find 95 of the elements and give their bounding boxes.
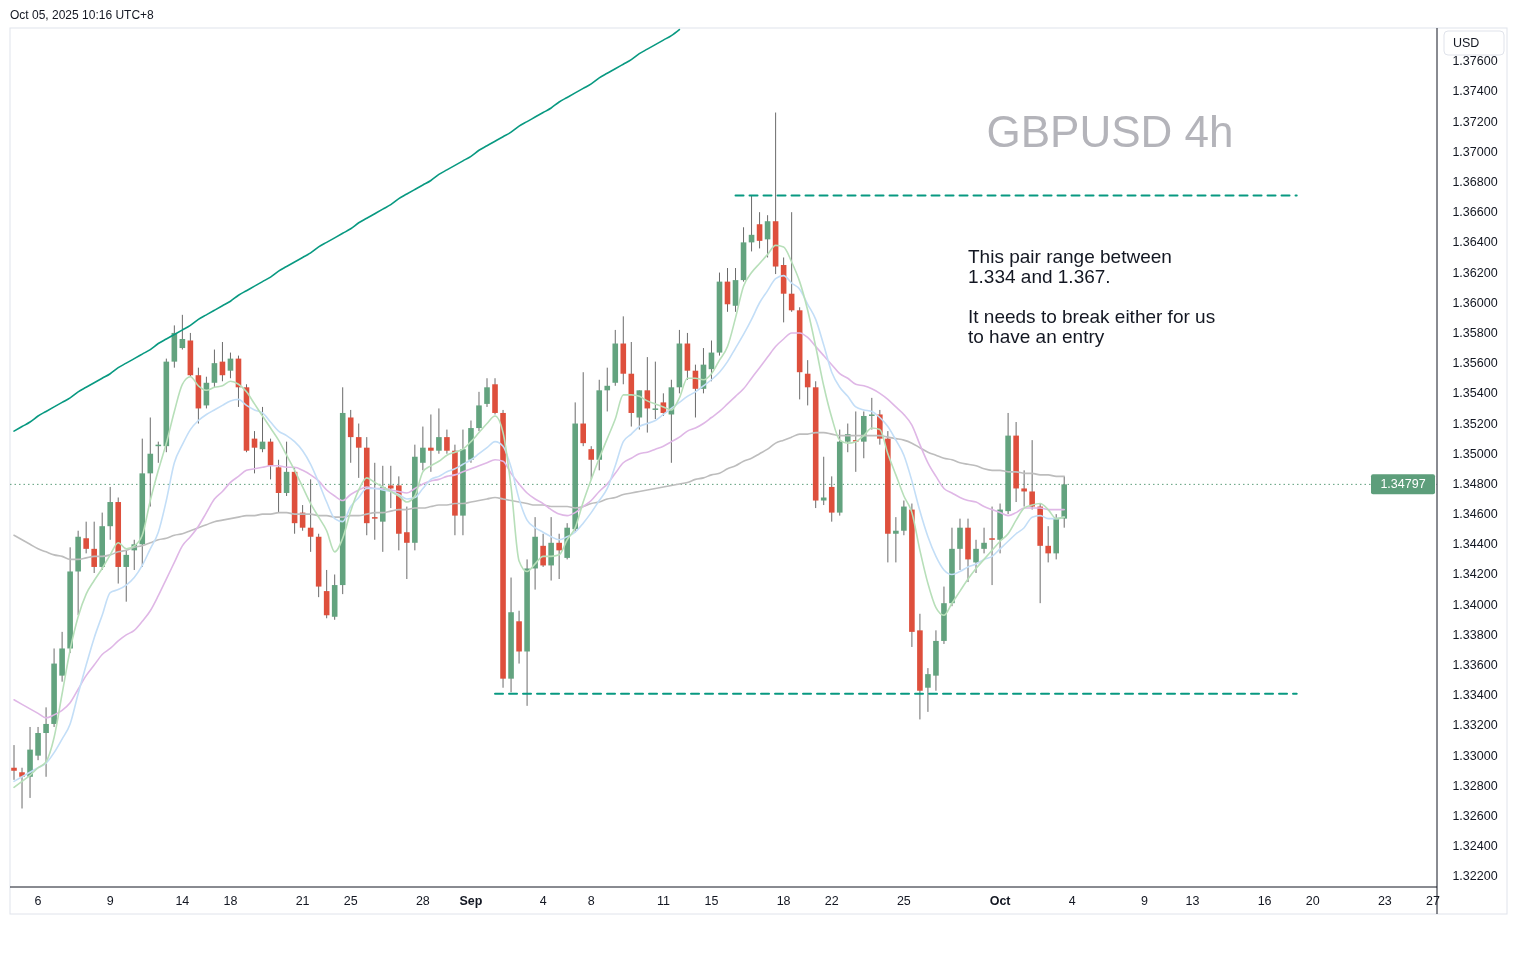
y-tick-label: 1.35800	[1452, 325, 1498, 340]
candlestick	[91, 521, 97, 574]
y-tick-label: 1.36200	[1452, 265, 1498, 280]
text: GBPUSD 4h	[986, 106, 1234, 156]
y-tick-label: 1.34200	[1452, 567, 1498, 582]
candlestick	[548, 516, 554, 582]
candlestick	[925, 667, 931, 713]
y-tick-label: 1.35000	[1452, 446, 1498, 461]
text: Oct 05, 2025 10:16 UTC+8	[10, 8, 155, 22]
candlestick	[580, 371, 587, 447]
candlestick	[981, 527, 987, 554]
x-tick-label: 11	[656, 894, 670, 908]
y-tick-label: 1.33600	[1452, 658, 1498, 673]
y-tick-label: 1.35400	[1452, 386, 1498, 401]
y-tick-label: 1.32400	[1452, 839, 1498, 854]
y-tick-label: 1.34000	[1452, 597, 1498, 612]
y-tick-label: 1.37000	[1452, 144, 1498, 159]
x-tick-label: 25	[343, 894, 358, 908]
candlestick	[35, 726, 41, 761]
candlestick	[444, 429, 450, 455]
x-tick-label: 28	[415, 894, 430, 908]
line-series	[13, 28, 681, 432]
candlestick	[347, 409, 354, 464]
x-tick-label: 20	[1305, 894, 1320, 908]
candlestick	[756, 211, 763, 249]
x-tick-label: 21	[295, 894, 310, 908]
x-tick-label: 25	[896, 894, 911, 908]
y-tick-label: 1.36600	[1452, 205, 1498, 220]
candlestick	[388, 465, 394, 509]
candlestick	[83, 521, 89, 554]
x-tick-label: 13	[1185, 894, 1200, 908]
candlestick	[404, 506, 410, 580]
x-tick-label: 8	[587, 894, 595, 908]
x-tick-label: 14	[175, 894, 190, 908]
candlestick	[147, 416, 154, 508]
candlestick	[211, 349, 218, 388]
y-axis-title: USD	[1453, 36, 1480, 50]
candlestick	[11, 744, 17, 781]
x-tick-label: 4	[1068, 894, 1076, 908]
y-tick-label: 1.32800	[1452, 778, 1498, 793]
y-tick-label: 1.36800	[1452, 174, 1498, 189]
x-tick-label: 27	[1426, 894, 1440, 908]
ref-line-label: 1.34797	[1380, 477, 1426, 492]
y-tick-label: 1.34600	[1452, 507, 1498, 522]
candlestick	[989, 506, 995, 586]
candlestick	[973, 539, 979, 574]
y-tick-label: 1.33000	[1452, 748, 1498, 763]
candlestick	[893, 516, 899, 563]
x-tick-label: 22	[824, 894, 839, 908]
x-tick-label: 23	[1377, 894, 1392, 908]
x-tick-label: 16	[1257, 894, 1272, 908]
candlestick	[957, 518, 963, 571]
y-tick-label: 1.35200	[1452, 416, 1498, 431]
candlestick	[1021, 469, 1027, 508]
y-tick-label: 1.33800	[1452, 627, 1498, 642]
candlestick	[371, 462, 378, 541]
candlestick	[844, 423, 851, 453]
x-tick-label: 4	[539, 894, 547, 908]
annotation: This pair range between 1.334 and 1.367. It needs to break either for us to have an entry	[968, 246, 1216, 347]
candlestick	[123, 549, 130, 603]
x-tick-label: 9	[1140, 894, 1148, 908]
candlestick	[484, 377, 490, 408]
x-tick-label: 6	[34, 894, 42, 908]
y-tick-label: 1.36000	[1452, 295, 1498, 310]
y-tick-label: 1.36400	[1452, 235, 1498, 250]
candlestick	[428, 413, 434, 473]
candlestick	[1045, 525, 1051, 563]
candlestick	[420, 426, 426, 471]
candlestick	[19, 767, 25, 809]
candlestick	[1029, 439, 1035, 511]
x-tick-label: 9	[106, 894, 114, 908]
y-tick-label: 1.33400	[1452, 688, 1498, 703]
y-tick-label: 1.34400	[1452, 537, 1498, 552]
x-tick-label: 15	[704, 894, 719, 908]
candlestick	[476, 391, 482, 432]
y-tick-label: 1.33200	[1452, 718, 1498, 733]
y-tick-label: 1.32600	[1452, 809, 1498, 824]
y-tick-label: 1.34800	[1452, 476, 1498, 491]
candlestick	[604, 367, 611, 412]
candlestick	[436, 407, 442, 455]
candlestick	[355, 423, 362, 479]
candlestick	[540, 533, 546, 568]
candlestick	[43, 706, 49, 778]
y-tick-label: 1.37400	[1452, 84, 1498, 99]
candlestick	[556, 533, 562, 580]
candlestick	[869, 397, 875, 431]
y-tick-label: 1.37600	[1452, 54, 1498, 69]
y-tick-label: 1.35600	[1452, 356, 1498, 371]
candlestick	[652, 361, 659, 420]
y-tick-label: 1.37200	[1452, 114, 1498, 129]
x-tick-label: Oct	[989, 894, 1012, 908]
x-tick-label: Sep	[459, 894, 483, 908]
y-tick-label: 1.32200	[1452, 869, 1498, 884]
x-tick-label: 18	[776, 894, 791, 908]
x-tick-label: 18	[223, 894, 238, 908]
